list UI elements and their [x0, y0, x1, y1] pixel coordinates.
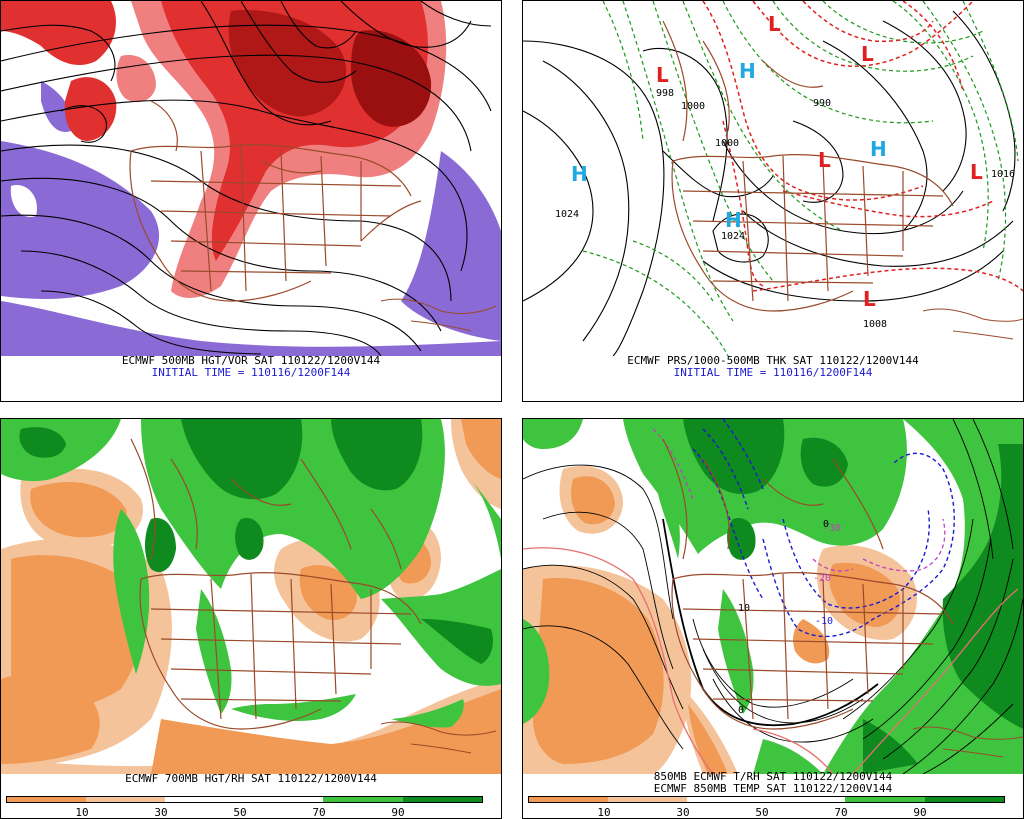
- temp-label: 0: [823, 519, 829, 530]
- temp-label: -10: [815, 616, 833, 627]
- legend-tick: 50: [755, 806, 769, 819]
- map-500mb: [1, 1, 501, 356]
- rh-color-legend: [528, 796, 1005, 803]
- legend-tick: 90: [391, 806, 405, 819]
- legend-tick: 70: [312, 806, 326, 819]
- temp-label: -30: [823, 523, 841, 534]
- isobar-label: 1016: [991, 169, 1015, 180]
- isobar-label: 1000: [715, 138, 739, 149]
- legend-tick: 10: [597, 806, 611, 819]
- low-marker: L: [768, 12, 781, 36]
- panel-caption: ECMWF PRS/1000-500MB THK SAT 110122/1200…: [627, 354, 919, 367]
- panel-caption: ECMWF 500MB HGT/VOR SAT 110122/1200V144: [121, 354, 381, 367]
- high-marker: H: [571, 162, 588, 186]
- isobar-label: 1000: [681, 101, 705, 112]
- panel-700mb-hgt-rh: ECMWF 700MB HGT/RH SAT 110122/1200V144 1…: [0, 418, 502, 819]
- low-marker: L: [863, 287, 876, 311]
- legend-tick: 50: [233, 806, 247, 819]
- temp-label: 10: [738, 603, 750, 614]
- panel-500mb-hgt-vor: ECMWF 500MB HGT/VOR SAT 110122/1200V144 …: [0, 0, 502, 402]
- panel-initial-time: INITIAL TIME = 110116/1200F144: [673, 366, 873, 379]
- legend-tick: 70: [834, 806, 848, 819]
- map-850mb-temp-rh: 0 -10 -20 -30 0 10: [523, 419, 1023, 774]
- legend-tick: 30: [676, 806, 690, 819]
- panel-initial-time: INITIAL TIME = 110116/1200F144: [151, 366, 351, 379]
- low-marker: L: [861, 42, 874, 66]
- legend-tick: 10: [75, 806, 89, 819]
- rh-legend-ticks: 10 30 50 70 90: [1, 806, 501, 818]
- low-marker: L: [818, 148, 831, 172]
- panel-prs-thickness: H H H H L L L L L L 1024 1024 1000 1000 …: [522, 0, 1024, 402]
- isobar-label: 1024: [721, 231, 745, 242]
- isobar-label: 998: [656, 88, 674, 99]
- high-marker: H: [739, 59, 756, 83]
- legend-tick: 30: [154, 806, 168, 819]
- low-marker: L: [970, 160, 983, 184]
- isobar-label: 990: [813, 98, 831, 109]
- rh-legend-ticks: 10 30 50 70 90: [523, 806, 1023, 818]
- high-marker: H: [725, 208, 742, 232]
- temp-label: -20: [813, 573, 831, 584]
- panel-caption-2: ECMWF 850MB TEMP SAT 110122/1200V144: [653, 782, 893, 795]
- isobar-label: 1024: [555, 209, 579, 220]
- panel-caption: 850MB ECMWF T/RH SAT 110122/1200V144: [653, 770, 893, 783]
- temp-label: 0: [738, 705, 744, 716]
- high-marker: H: [870, 137, 887, 161]
- panel-caption: ECMWF 700MB HGT/RH SAT 110122/1200V144: [125, 772, 377, 785]
- map-700mb-rh: [1, 419, 501, 774]
- isobar-label: 1008: [863, 319, 887, 330]
- map-pressure-thickness: H H H H L L L L L L 1024 1024 1000 1000 …: [523, 1, 1023, 356]
- rh-color-legend: [6, 796, 483, 803]
- low-marker: L: [656, 63, 669, 87]
- panel-850mb-t-rh: 0 -10 -20 -30 0 10 850MB ECMWF T/RH SAT …: [522, 418, 1024, 819]
- legend-tick: 90: [913, 806, 927, 819]
